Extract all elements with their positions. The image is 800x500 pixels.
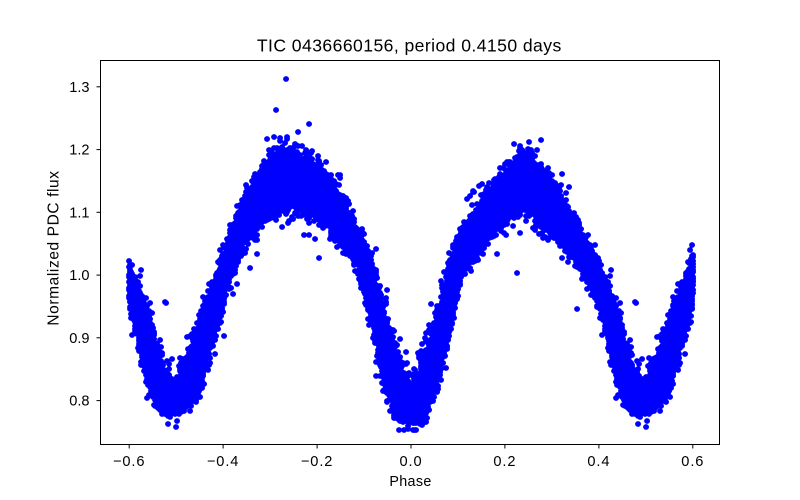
svg-text:1.2: 1.2 — [69, 143, 89, 159]
svg-text:1.3: 1.3 — [69, 80, 89, 96]
svg-text:Normalized PDC flux: Normalized PDC flux — [46, 170, 63, 325]
svg-text:−0.6: −0.6 — [113, 454, 145, 470]
svg-text:1.1: 1.1 — [69, 205, 89, 221]
svg-text:−0.4: −0.4 — [207, 454, 239, 470]
svg-text:Phase: Phase — [389, 474, 431, 490]
svg-text:0.9: 0.9 — [69, 331, 89, 347]
svg-text:−0.2: −0.2 — [301, 454, 333, 470]
svg-text:0.0: 0.0 — [400, 454, 423, 470]
svg-text:0.4: 0.4 — [587, 454, 610, 470]
svg-text:0.2: 0.2 — [493, 454, 516, 470]
svg-text:TIC 0436660156, period 0.4150: TIC 0436660156, period 0.4150 days — [257, 36, 562, 56]
svg-text:0.8: 0.8 — [69, 394, 89, 410]
svg-text:1.0: 1.0 — [69, 268, 89, 284]
svg-text:0.6: 0.6 — [681, 454, 704, 470]
